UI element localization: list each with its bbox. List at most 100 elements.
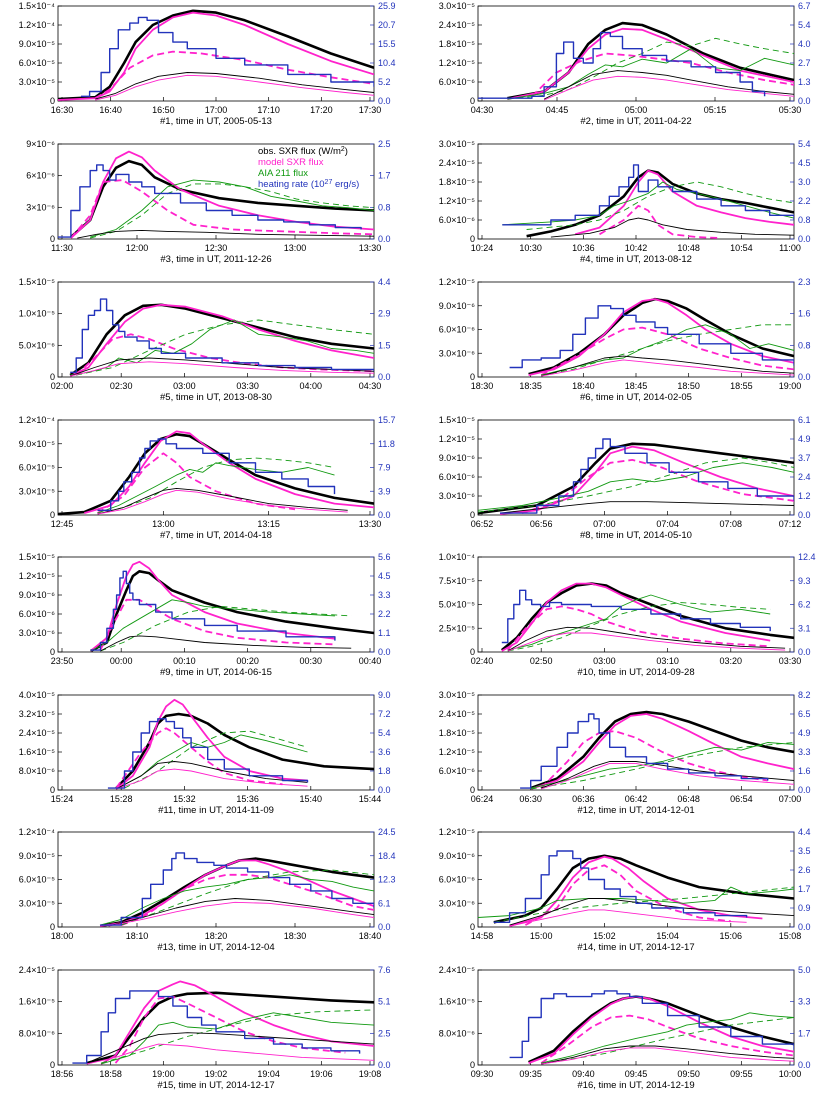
y-right-tick-label: 1.8 — [378, 766, 391, 776]
series-model_dash — [75, 333, 374, 376]
series-model_thin — [543, 75, 794, 101]
y-left-tick-label: 6.0×10⁻⁵ — [19, 58, 56, 68]
plot-frame — [57, 281, 375, 378]
panel-title: #7, time in UT, 2014-04-18 — [160, 530, 272, 541]
plot-frame — [477, 5, 795, 102]
x-tick-label: 13:00 — [152, 519, 175, 529]
series-model_thin — [507, 632, 786, 652]
x-tick-label: 15:44 — [359, 794, 382, 804]
series-model_dash — [115, 727, 283, 789]
y-right-tick-label: 0.0 — [798, 1060, 811, 1070]
y-right-tick-label: 1.3 — [798, 77, 811, 87]
y-right-tick-label: 5.6 — [378, 552, 391, 562]
series-aia — [90, 599, 335, 652]
y-right-tick-label: 0.0 — [378, 1060, 391, 1070]
y-left-tick-label: 1.2×10⁻⁵ — [439, 58, 476, 68]
panel-title: #3, time in UT, 2011-12-26 — [160, 254, 271, 265]
series-obs_thin — [507, 626, 786, 652]
series-obs_thin — [108, 898, 374, 927]
x-tick-label: 02:40 — [471, 656, 494, 666]
plot-frame — [477, 419, 795, 516]
x-tick-label: 03:10 — [656, 656, 679, 666]
y-left-tick-label: 3.0×10⁻⁵ — [19, 486, 56, 496]
x-tick-label: 00:40 — [359, 656, 382, 666]
x-tick-label: 15:36 — [236, 794, 259, 804]
series-obs — [58, 433, 374, 515]
series-aia_dash — [541, 1017, 794, 1065]
chart-panel-13: 18:00 18:10 18:20 18:30 18:40 0 3.0×10⁻⁵ 6.0×10… — [19, 827, 396, 953]
x-tick-label: 03:00 — [173, 381, 196, 391]
y-left-tick-label: 7.5×10⁻⁵ — [439, 576, 476, 586]
y-left-tick-label: 1.2×10⁻⁵ — [439, 827, 476, 837]
y-left-tick-label: 6.0×10⁻⁵ — [19, 463, 56, 473]
x-tick-label: 03:30 — [779, 656, 802, 666]
series-heat — [100, 852, 374, 926]
x-tick-label: 04:00 — [300, 381, 323, 391]
x-tick-label: 03:20 — [720, 656, 743, 666]
y-left-tick-label: 0 — [50, 510, 55, 520]
y-left-tick-label: 2.5×10⁻⁵ — [439, 623, 476, 633]
x-tick-label: 07:00 — [779, 794, 802, 804]
y-left-tick-label: 3.0×10⁻⁵ — [19, 77, 56, 87]
y-left-tick-label: 9.0×10⁻⁶ — [439, 301, 476, 311]
x-tick-label: 13:30 — [359, 519, 382, 529]
x-tick-label: 14:58 — [471, 931, 494, 941]
y-left-tick-label: 1.8×10⁻⁵ — [439, 39, 476, 49]
x-tick-label: 15:06 — [720, 931, 743, 941]
y-left-tick-label: 1.2×10⁻⁴ — [19, 415, 56, 425]
y-right-tick-label: 0.0 — [378, 96, 391, 106]
y-right-tick-label: 3.0 — [798, 177, 811, 187]
series-aia — [70, 319, 374, 376]
panel-title: #10, time in UT, 2014-09-28 — [577, 667, 694, 678]
series-obs — [530, 710, 794, 790]
chart-panel-7: 12:45 13:00 13:15 13:30 0 3.0×10⁻⁵ 6.0×10⁻⁵ 9.0… — [19, 415, 396, 541]
series-aia_dash — [100, 605, 352, 652]
y-right-tick-label: 0.8 — [378, 202, 391, 212]
y-right-tick-label: 11.8 — [378, 439, 395, 449]
x-tick-label: 12:00 — [126, 243, 149, 253]
y-left-tick-label: 6×10⁻⁶ — [26, 171, 55, 181]
y-right-tick-label: 0.0 — [798, 922, 811, 932]
y-left-tick-label: 1.8×10⁻⁵ — [439, 177, 476, 187]
series-obs_thin — [86, 1032, 374, 1064]
x-tick-label: 09:50 — [677, 1069, 700, 1079]
y-left-tick-label: 1.5×10⁻⁵ — [19, 552, 56, 562]
y-right-tick-label: 7.2 — [378, 709, 391, 719]
y-right-tick-label: 1.6 — [798, 766, 811, 776]
x-tick-label: 00:10 — [173, 656, 196, 666]
panel-title: #12, time in UT, 2014-12-01 — [577, 805, 694, 816]
y-right-tick-label: 9.3 — [798, 576, 811, 586]
panel-title: #16, time in UT, 2014-12-19 — [577, 1080, 694, 1091]
y-right-tick-label: 15.5 — [378, 39, 396, 49]
x-tick-label: 00:00 — [110, 656, 133, 666]
x-tick-label: 06:56 — [530, 519, 553, 529]
y-left-tick-label: 6.0×10⁻⁶ — [439, 875, 476, 885]
series-heat — [502, 164, 794, 226]
x-tick-label: 18:56 — [51, 1069, 74, 1079]
y-right-tick-label: 2.2 — [798, 196, 811, 206]
series-heat — [70, 298, 374, 373]
y-left-tick-label: 6.0×10⁻⁶ — [439, 472, 476, 482]
y-right-tick-label: 5.4 — [798, 20, 811, 30]
series-obs — [493, 854, 794, 924]
x-tick-label: 15:04 — [656, 931, 679, 941]
series-model_dash — [70, 179, 374, 239]
x-tick-label: 15:40 — [300, 794, 323, 804]
series-obs — [86, 991, 374, 1065]
y-right-tick-label: 4.9 — [798, 434, 811, 444]
x-tick-label: 05:30 — [779, 105, 802, 115]
x-tick-label: 07:08 — [720, 519, 743, 529]
y-right-tick-label: 4.4 — [378, 277, 391, 287]
legend-obs: obs. SXR flux (W/m2) — [258, 146, 348, 158]
y-right-tick-label: 7.6 — [378, 965, 391, 975]
x-tick-label: 09:55 — [730, 1069, 753, 1079]
series-model_thin — [541, 762, 794, 790]
y-left-tick-label: 9.0×10⁻⁶ — [439, 453, 476, 463]
panel-title: #4, time in UT, 2013-08-12 — [580, 254, 692, 265]
y-left-tick-label: 0 — [470, 372, 475, 382]
series-model — [528, 995, 794, 1064]
x-tick-label: 12:45 — [51, 519, 74, 529]
series-aia — [541, 1012, 794, 1064]
series-model — [99, 859, 374, 927]
y-left-tick-label: 3×10⁻⁶ — [26, 202, 55, 212]
